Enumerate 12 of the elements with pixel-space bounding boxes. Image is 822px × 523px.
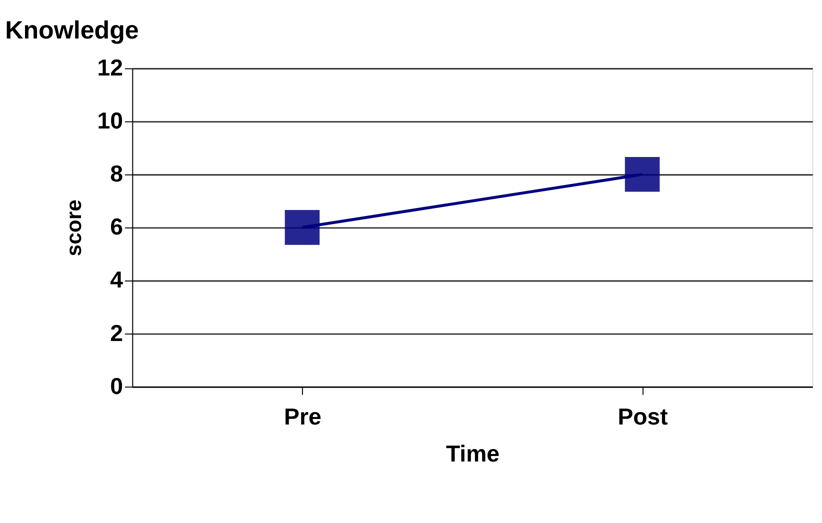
x-tick-label: Post bbox=[618, 404, 668, 430]
y-tick-label: 0 bbox=[110, 372, 124, 399]
y-tick-label: 12 bbox=[97, 54, 124, 80]
x-axis-title: Time bbox=[446, 440, 500, 466]
y-tick-label: 10 bbox=[97, 108, 124, 134]
x-tick-label: Pre bbox=[284, 404, 322, 430]
y-tick-label: 8 bbox=[110, 160, 124, 187]
chart-title: Knowledge bbox=[5, 16, 139, 44]
y-tick-label: 2 bbox=[110, 320, 124, 346]
y-tick-label: 4 bbox=[110, 266, 124, 293]
y-tick-label: 6 bbox=[110, 214, 124, 240]
y-axis-title: score bbox=[62, 199, 86, 256]
